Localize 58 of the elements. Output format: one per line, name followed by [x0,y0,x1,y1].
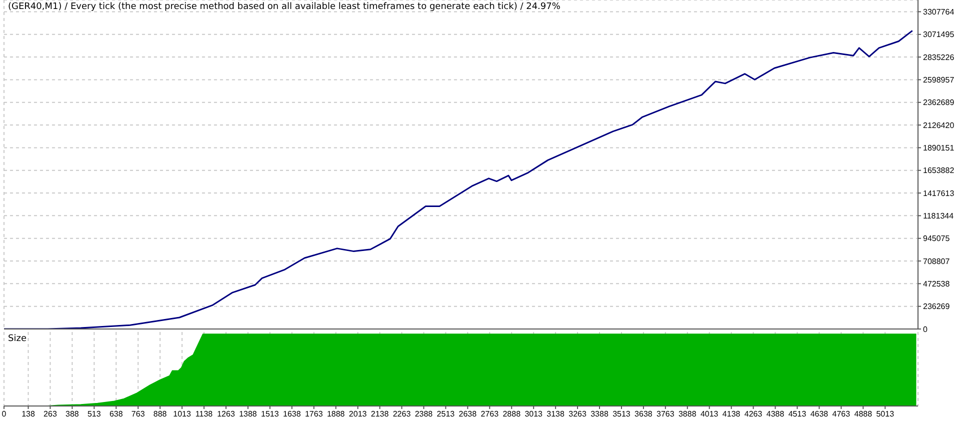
y-tick-label: 2362689 [923,98,955,108]
x-tick-label: 513 [87,410,102,419]
y-tick-label: 1653882 [923,166,955,176]
x-tick-label: 638 [109,410,124,419]
y-tick-label: 1181344 [923,212,954,221]
y-tick-label: 472538 [923,280,950,289]
x-tick-label: 138 [22,410,36,419]
x-tick-label: 1638 [283,410,302,419]
y-tick-label: 2126420 [923,120,955,130]
x-tick-label: 3513 [612,410,631,419]
x-tick-label: 2388 [414,410,434,419]
x-tick-label: 388 [66,410,80,419]
chart-title: Size [8,334,26,344]
x-tick-label: 3263 [568,410,587,419]
x-tick-label: 1013 [173,410,192,419]
x-tick-label: 4888 [854,410,873,419]
x-tick-label: 2138 [370,410,390,419]
x-tick-label: 3388 [590,410,609,419]
x-tick-label: 3763 [656,410,675,419]
y-tick-label: 1890151 [923,144,955,153]
x-tick-label: 4638 [810,410,829,419]
x-tick-label: 2763 [480,410,500,419]
y-tick-label: 236269 [923,302,950,312]
x-tick-label: 763 [131,410,146,419]
y-tick-label: 2835226 [923,52,955,62]
x-tick-label: 3013 [524,410,544,419]
x-tick-label: 5013 [876,410,895,419]
x-tick-label: 2888 [502,410,522,419]
x-tick-label: 2263 [392,410,412,419]
x-tick-label: 2013 [348,410,368,419]
x-tick-label: 3138 [546,410,566,419]
x-tick-label: 4138 [722,410,741,419]
x-tick-label: 0 [2,410,7,419]
x-tick-label: 888 [153,410,168,419]
x-tick-label: 4513 [788,410,807,419]
x-tick-label: 4388 [766,410,785,419]
x-tick-label: 2638 [458,410,478,419]
y-tick-label: 0 [923,324,928,334]
x-tick-label: 1138 [195,410,214,419]
x-tick-label: 4763 [832,410,851,419]
x-tick-label: 4013 [700,410,719,419]
y-tick-label: 945075 [923,234,950,244]
y-tick-label: 3307764 [923,8,955,17]
x-tick-label: 1388 [239,410,258,419]
y-tick-label: 3071495 [923,30,955,40]
y-tick-label: 708807 [923,256,950,266]
x-tick-label: 3888 [678,410,697,419]
x-tick-label: 4263 [744,410,763,419]
x-tick-label: 1763 [304,410,324,419]
x-tick-label: 1513 [261,410,280,419]
x-tick-label: 263 [44,410,58,419]
x-tick-label: 2513 [436,410,456,419]
x-tick-label: 1263 [217,410,236,419]
x-tick-label: 1888 [326,410,346,419]
x-tick-label: 3638 [634,410,653,419]
chart-title: (GER40,M1) / Every tick (the most precise method based on all available least timeframes to generate each tick) / 24.97% [8,2,560,12]
y-tick-label: 1417613 [923,188,955,198]
y-tick-label: 2598957 [923,76,955,85]
